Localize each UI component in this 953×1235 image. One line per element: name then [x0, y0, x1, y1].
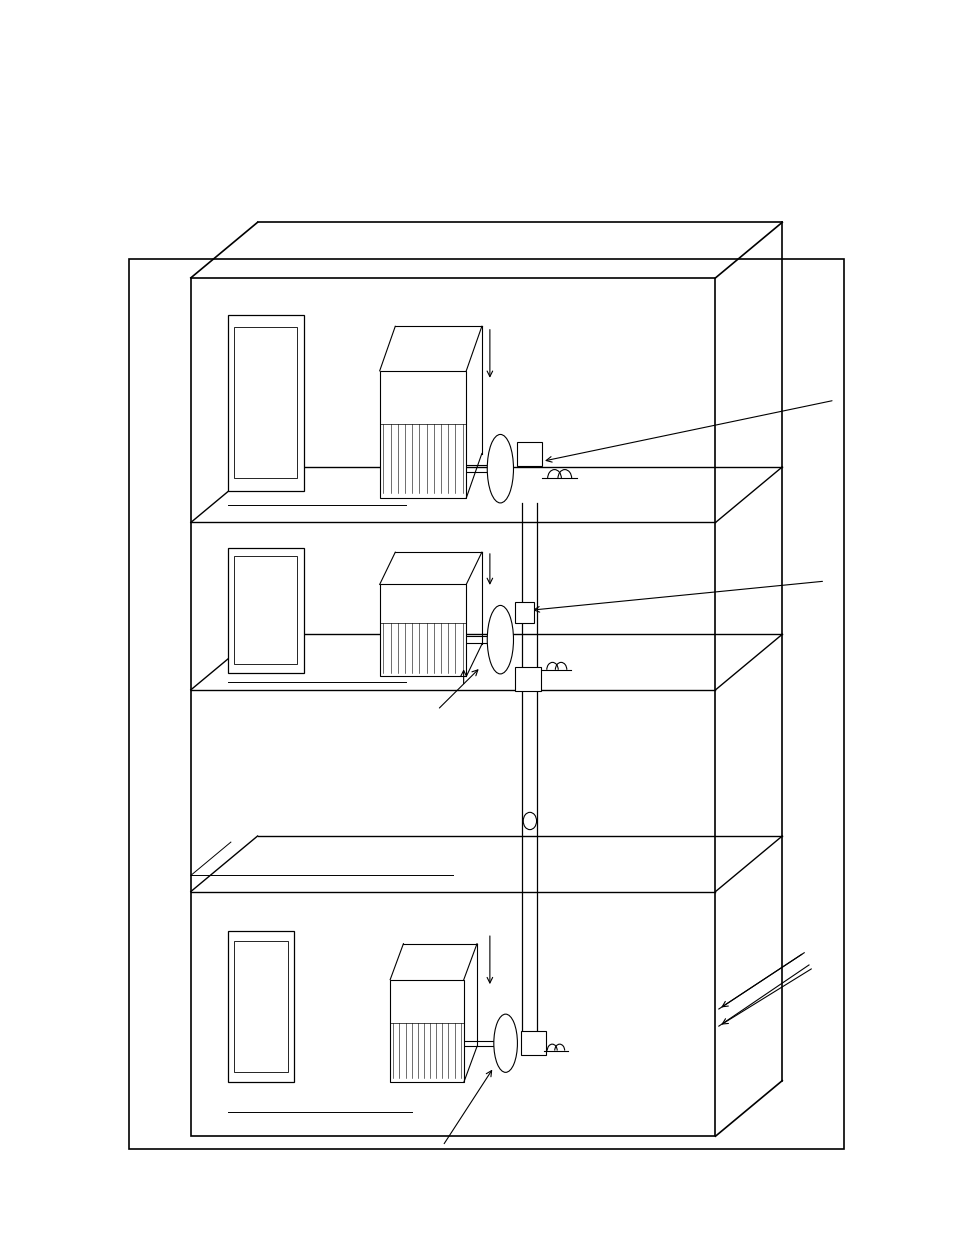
Bar	[379, 370, 466, 498]
Bar	[129, 259, 843, 1149]
Bar	[515, 601, 534, 622]
Bar	[228, 547, 303, 673]
Ellipse shape	[487, 435, 513, 503]
Bar	[228, 315, 303, 490]
Ellipse shape	[487, 605, 513, 674]
Bar	[191, 278, 715, 1136]
Bar	[520, 1031, 546, 1056]
Bar	[379, 584, 466, 677]
Bar	[515, 667, 540, 692]
Bar	[233, 941, 288, 1072]
Bar	[234, 557, 296, 664]
Ellipse shape	[494, 1014, 517, 1072]
Bar	[228, 931, 294, 1082]
Bar	[517, 442, 542, 467]
Bar	[234, 327, 296, 478]
Bar	[390, 979, 463, 1082]
